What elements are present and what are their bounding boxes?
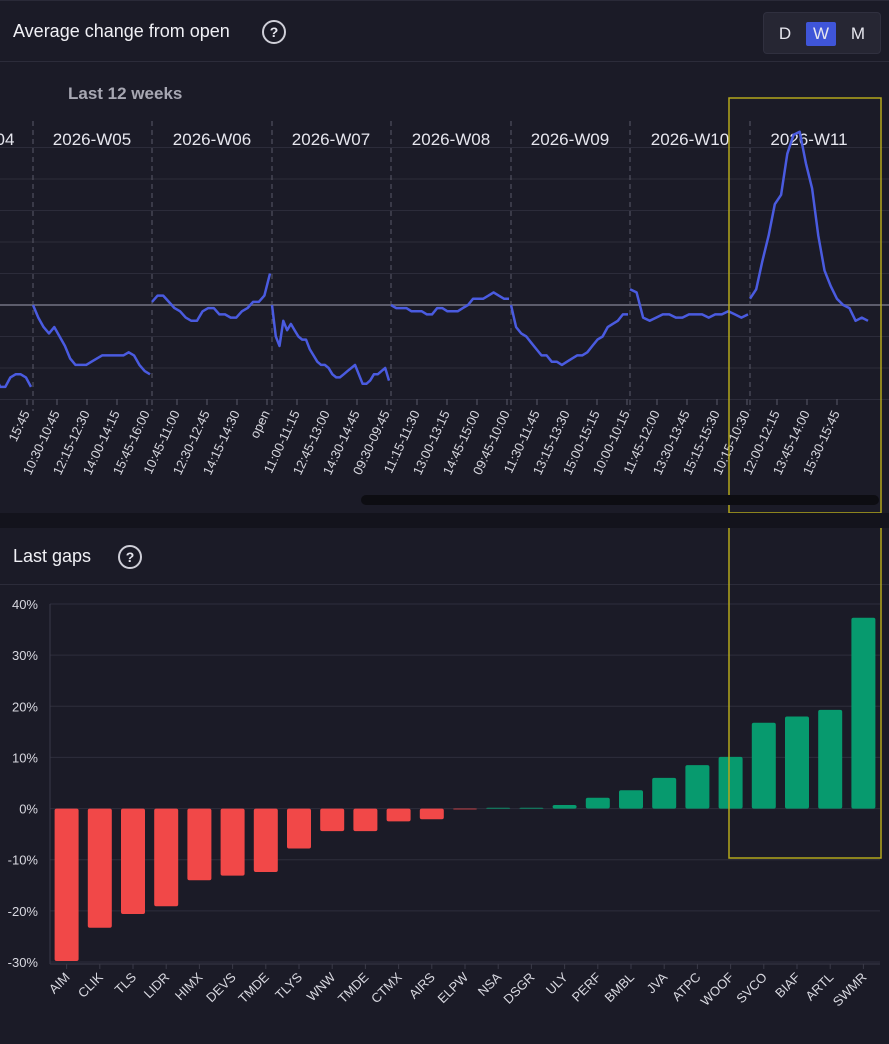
gap-bar — [685, 765, 710, 809]
y-tick-label: 40% — [12, 597, 38, 612]
period-toggle: D W M — [763, 12, 881, 54]
gap-bar — [453, 808, 477, 810]
x-tick-label: TLYS — [272, 969, 305, 1002]
x-tick-label: CTMX — [368, 969, 405, 1006]
average-change-line-chart: Last 12 weeks 04 2026-W05 2026-W06 2026-W07… — [0, 84, 889, 513]
gap-bar — [220, 808, 245, 876]
x-tick-label: LIDR — [141, 970, 173, 1002]
x-tick-label: WNW — [304, 969, 339, 1004]
y-tick-label: 10% — [12, 750, 38, 765]
last-gaps-bar-chart: 40% 30% 20% 10% 0% -10% -20% -30% AIM CLIK TLS LID… — [8, 528, 882, 1010]
x-tick-label: ULY — [543, 969, 571, 997]
current-week-highlight-box — [728, 97, 882, 513]
x-tick-label: PERF — [569, 969, 604, 1004]
gap-bar — [187, 808, 212, 881]
y-tick-label: -10% — [8, 853, 39, 868]
period-toggle-month[interactable]: M — [850, 24, 866, 43]
gap-bar — [386, 808, 411, 822]
period-toggle-week[interactable]: W — [806, 22, 836, 46]
gap-bar — [619, 790, 643, 809]
last-gaps-help-icon[interactable]: ? — [118, 545, 142, 569]
gap-bar — [419, 808, 444, 820]
gap-bar — [851, 617, 876, 809]
range-label: Last 12 weeks — [68, 84, 182, 103]
gap-highlight-box — [728, 528, 882, 859]
gap-bar — [751, 722, 776, 809]
gap-bar — [585, 797, 610, 809]
x-tick-label: NSA — [475, 969, 505, 999]
x-tick-label: BIAF — [772, 969, 803, 1000]
y-tick-label: 0% — [19, 802, 38, 817]
last-gaps-header: Last gaps ? — [0, 528, 889, 585]
period-toggle-day[interactable]: D — [778, 24, 792, 43]
week-label: 2026-W05 — [53, 130, 131, 149]
gap-bar — [552, 805, 577, 809]
week-label: 2026-W10 — [651, 130, 729, 149]
average-change-title: Average change from open — [13, 21, 230, 41]
x-tick-label: TLS — [112, 969, 140, 997]
x-tick-label: AIM — [46, 970, 73, 997]
average-change-panel: Average change from open ? D W M Last 12… — [0, 0, 889, 513]
gap-bar — [353, 808, 378, 832]
y-tick-label: 30% — [12, 648, 38, 663]
x-tick-label: WOOF — [698, 969, 737, 1008]
last-gaps-panel: Last gaps ? 40% 30% 20% 10% 0% -10% -20% -30% A… — [0, 528, 889, 1044]
y-tick-label: 20% — [12, 699, 38, 714]
week-label: 2026-W06 — [173, 130, 251, 149]
gap-bar — [652, 777, 677, 809]
x-tick-label: JVA — [644, 969, 671, 996]
gap-bar — [486, 807, 511, 809]
gap-bar — [121, 808, 145, 914]
week-label: 2026-W07 — [292, 130, 370, 149]
gap-bar — [320, 808, 345, 832]
gap-bar — [253, 808, 278, 872]
average-change-header: Average change from open ? D W M — [0, 1, 889, 62]
x-tick-label: TMDE — [335, 969, 372, 1006]
x-tick-label: SWMR — [830, 970, 870, 1010]
gap-bar — [519, 807, 544, 809]
x-tick-label: ELPW — [434, 969, 471, 1006]
horizontal-scrollbar[interactable] — [361, 495, 879, 505]
x-tick-label: BMBL — [601, 970, 637, 1006]
gap-bar — [154, 808, 179, 907]
week-label: 2026-W08 — [412, 130, 490, 149]
week-label: 2026-W11 — [770, 130, 847, 149]
x-tick-label: CLIK — [75, 969, 106, 1000]
x-tick-label: SVCO — [733, 970, 770, 1007]
average-change-help-icon[interactable]: ? — [262, 20, 286, 44]
week-label: 2026-W09 — [531, 130, 609, 149]
x-tick-label: 15:45 — [5, 408, 32, 444]
x-tick-label: AIRS — [406, 969, 438, 1001]
gap-bar — [287, 808, 311, 849]
x-tick-label: TMDE — [235, 969, 272, 1006]
last-gaps-title: Last gaps — [13, 546, 92, 566]
gap-bar — [818, 709, 843, 809]
y-tick-label: -30% — [8, 955, 39, 970]
x-tick-label: HIMX — [172, 969, 206, 1003]
y-tick-label: -20% — [8, 904, 39, 919]
gap-bar — [54, 808, 79, 961]
gap-bar — [87, 808, 112, 928]
x-tick-label: DSGR — [500, 970, 537, 1007]
x-tick-label: DEVS — [203, 969, 239, 1005]
gap-bar — [718, 756, 743, 809]
average-change-series-line — [0, 130, 869, 389]
x-tick-label: open — [247, 408, 273, 441]
week-label: 04 — [0, 130, 14, 149]
gap-bar — [785, 716, 809, 809]
